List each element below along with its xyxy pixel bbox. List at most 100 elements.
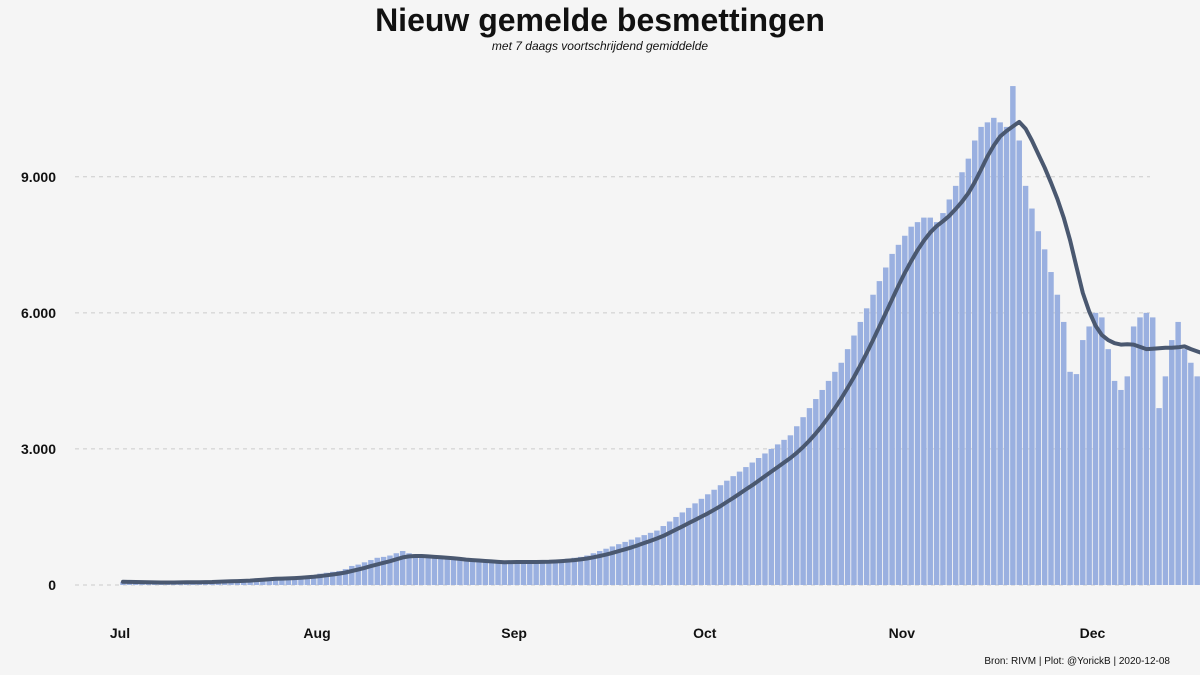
x-tick-label: Aug — [303, 625, 330, 641]
bar — [724, 480, 730, 585]
bar — [520, 563, 527, 585]
bar — [1162, 376, 1169, 585]
line-series — [121, 119, 1200, 585]
x-tick-label: Nov — [889, 625, 916, 641]
bar — [361, 562, 368, 585]
source-caption: Bron: RIVM | Plot: @YorickB | 2020-12-08 — [984, 656, 1170, 667]
bar — [514, 562, 520, 585]
bar — [291, 577, 298, 585]
bar — [1016, 140, 1022, 585]
bar — [323, 572, 330, 585]
bar — [762, 453, 768, 585]
bar — [438, 558, 444, 585]
bar — [959, 172, 965, 585]
bar — [488, 562, 495, 585]
bar — [298, 576, 304, 585]
bar — [596, 550, 603, 585]
bar — [507, 561, 514, 585]
bar — [800, 417, 806, 585]
bar — [978, 126, 984, 586]
bar — [889, 253, 895, 585]
bar — [628, 539, 635, 585]
bar — [393, 553, 400, 585]
bar — [1060, 321, 1067, 585]
bar — [1003, 126, 1010, 586]
bar — [673, 516, 679, 585]
bar — [1048, 272, 1054, 585]
bar — [895, 244, 902, 586]
y-tick-label: 6.000 — [21, 305, 56, 321]
bar — [965, 158, 972, 585]
bar — [755, 458, 762, 585]
bar — [463, 560, 469, 585]
bar — [552, 560, 558, 585]
bar — [482, 561, 489, 585]
bar — [571, 557, 578, 585]
bar — [972, 140, 978, 585]
y-axis: 0 3.000 6.000 9.000 — [21, 169, 56, 593]
bar — [940, 213, 946, 586]
bar — [387, 555, 393, 585]
bar — [603, 548, 609, 585]
bar — [616, 544, 622, 585]
bar — [921, 217, 927, 585]
bar — [476, 561, 482, 585]
bar — [342, 569, 349, 585]
bar — [1022, 185, 1029, 585]
bar — [1099, 317, 1105, 585]
bar — [679, 512, 686, 585]
bar — [1188, 362, 1194, 585]
y-tick-label: 0 — [48, 577, 56, 593]
bar — [933, 222, 940, 585]
bar — [584, 555, 590, 585]
bar — [717, 485, 724, 585]
bar — [647, 532, 654, 585]
x-tick-label: Jul — [110, 625, 130, 641]
bar — [1080, 340, 1086, 585]
bar — [838, 362, 844, 585]
bar — [590, 553, 597, 585]
bar — [399, 550, 406, 585]
bar — [1124, 376, 1131, 585]
bar — [666, 521, 673, 585]
moving-average-line — [121, 119, 1200, 585]
bar — [495, 562, 501, 585]
bar — [1130, 326, 1137, 585]
bar — [1181, 349, 1188, 585]
bar — [781, 439, 787, 585]
bar — [1156, 408, 1162, 585]
bar — [844, 349, 851, 585]
bar — [692, 503, 698, 585]
x-axis: Jul Aug Sep Oct Nov Dec — [110, 625, 1106, 641]
bar — [565, 558, 571, 585]
x-tick-label: Dec — [1080, 625, 1106, 641]
bar — [883, 267, 889, 585]
bar — [794, 426, 800, 585]
bar — [336, 570, 342, 585]
bar — [609, 546, 616, 585]
bar — [425, 556, 431, 585]
bar — [622, 541, 628, 585]
bar — [1073, 374, 1080, 585]
bar — [1035, 231, 1042, 585]
bar — [1041, 249, 1048, 585]
bar — [711, 489, 717, 585]
bar — [1194, 376, 1200, 585]
bar — [374, 557, 380, 585]
bar — [1092, 312, 1099, 585]
bar — [546, 561, 552, 585]
bar — [1111, 380, 1118, 585]
bar — [1175, 321, 1181, 585]
bar — [806, 408, 813, 585]
bar — [1118, 389, 1124, 585]
bar — [660, 526, 667, 585]
bar — [736, 471, 743, 585]
bar — [857, 321, 864, 585]
bar — [851, 335, 857, 585]
bar — [431, 557, 438, 585]
bar — [997, 122, 1003, 585]
bar-series — [120, 86, 1200, 586]
y-tick-label: 9.000 — [21, 169, 56, 185]
bar — [819, 389, 825, 585]
bar — [330, 571, 336, 585]
